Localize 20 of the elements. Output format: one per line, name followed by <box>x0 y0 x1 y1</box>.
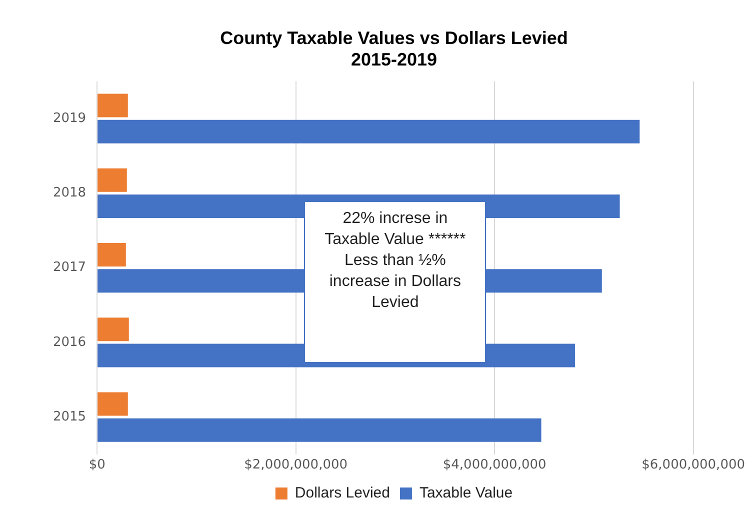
x-tick-label: $4,000,000,000 <box>442 458 546 473</box>
y-tick-label: 2016 <box>52 334 86 350</box>
y-tick-label: 2018 <box>52 186 86 201</box>
text-box: 22% increse in Taxable Value ****** Less than ½% increase in Dollars Levied <box>304 200 486 363</box>
chart-title: County Taxable Values vs Dollars Levied 2015-2019 <box>220 28 568 70</box>
bar <box>98 392 128 416</box>
y-tick-label: 2019 <box>52 110 86 126</box>
bar <box>98 94 128 118</box>
legend-label: Taxable Value <box>419 484 513 502</box>
bar <box>98 318 129 342</box>
y-tick-label: 2017 <box>52 260 86 276</box>
bar <box>98 242 126 266</box>
bar <box>98 120 640 144</box>
x-tick-label: $0 <box>88 458 106 473</box>
bar <box>98 168 127 192</box>
x-tick-label: $6,000,000,000 <box>642 458 746 473</box>
x-tick-label: $2,000,000,000 <box>244 458 348 473</box>
legend-label: Dollars Levied <box>294 484 390 502</box>
y-tick-label: 2015 <box>52 409 86 424</box>
bar <box>98 418 542 442</box>
